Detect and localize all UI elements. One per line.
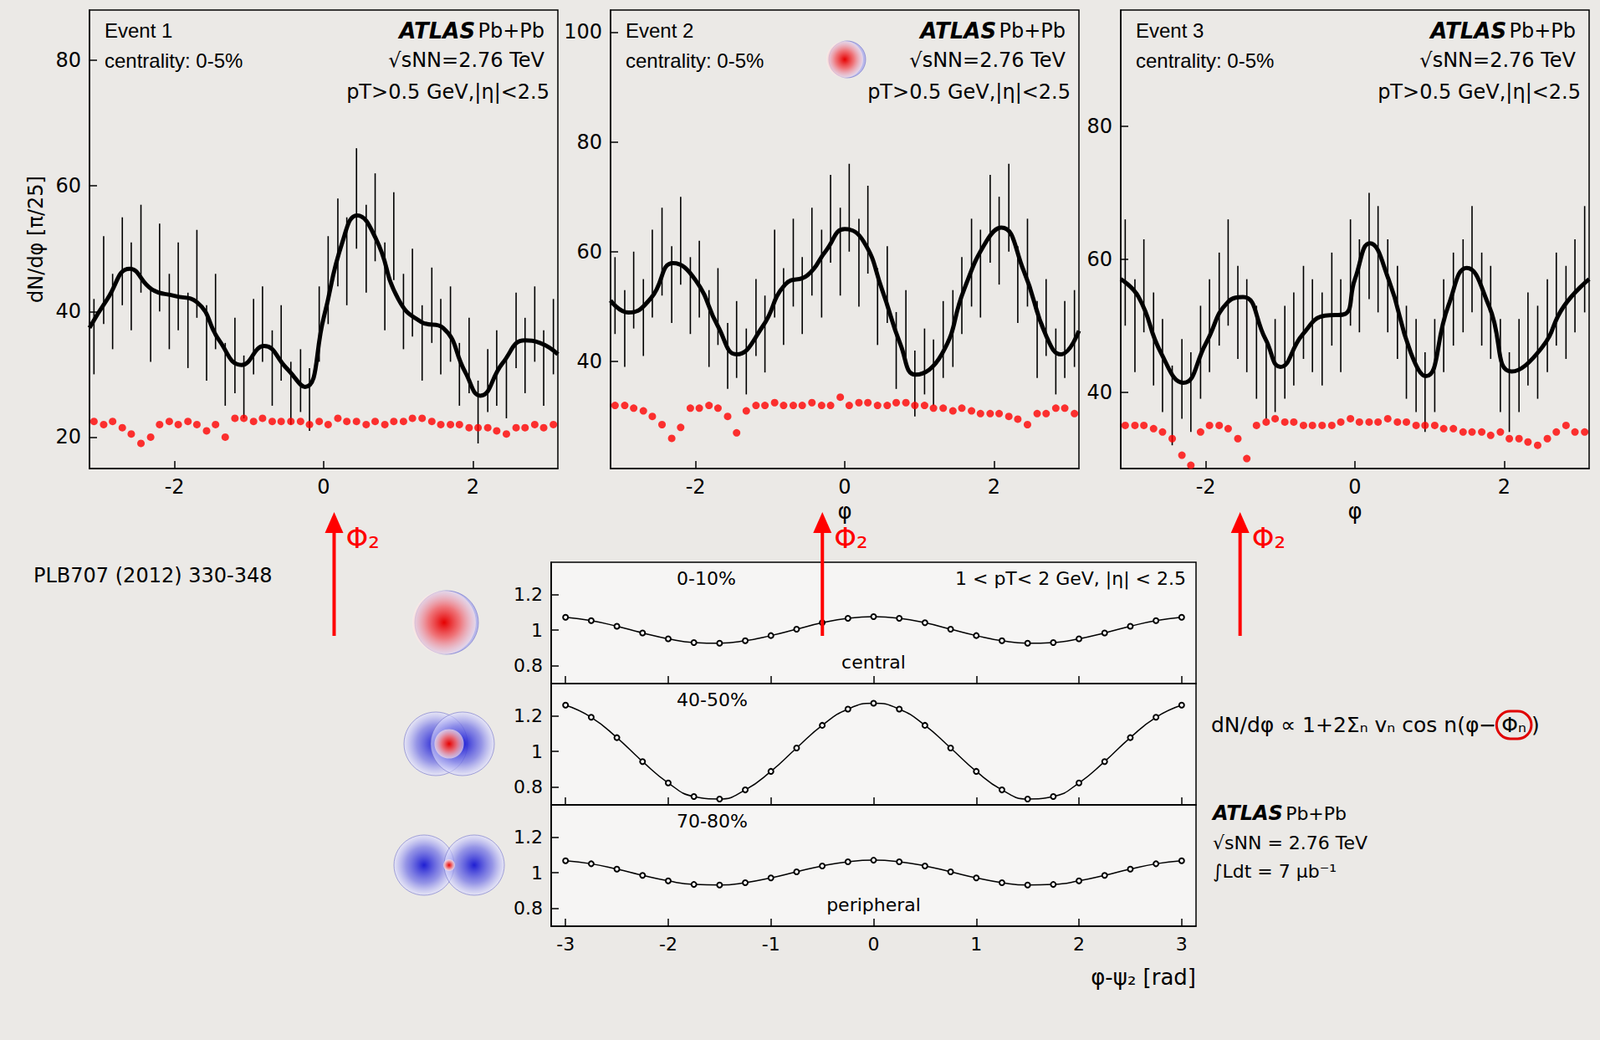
svg-text:√sNN=2.76 TeV: √sNN=2.76 TeV	[909, 48, 1066, 72]
svg-text:1: 1	[531, 619, 543, 641]
svg-text:1: 1	[531, 862, 543, 884]
svg-text:-1: -1	[761, 933, 781, 955]
svg-text:Pb+Pb: Pb+Pb	[1508, 19, 1576, 43]
svg-text:∫Ldt = 7 μb⁻¹: ∫Ldt = 7 μb⁻¹	[1212, 860, 1337, 882]
svg-text:1: 1	[531, 741, 543, 762]
svg-text:-2: -2	[1196, 475, 1217, 499]
svg-text:Φ₂: Φ₂	[1252, 521, 1286, 555]
svg-text:Event 1: Event 1	[104, 19, 173, 42]
svg-text:0: 0	[838, 475, 851, 499]
svg-text:√sNN=2.76 TeV: √sNN=2.76 TeV	[388, 48, 545, 72]
svg-text:2: 2	[1073, 933, 1085, 955]
svg-text:centrality: 0-5%: centrality: 0-5%	[104, 49, 243, 72]
svg-text:-3: -3	[556, 933, 575, 955]
svg-text:1.2: 1.2	[513, 705, 543, 726]
svg-text:φ: φ	[1347, 498, 1362, 524]
svg-text:ATLAS: ATLAS	[1211, 801, 1284, 825]
svg-text:0: 0	[316, 475, 330, 499]
svg-text:60: 60	[576, 240, 603, 264]
svg-text:60: 60	[1086, 247, 1113, 271]
svg-text:1.2: 1.2	[513, 826, 543, 848]
svg-text:PLB707 (2012) 330-348: PLB707 (2012) 330-348	[33, 563, 272, 588]
svg-text:40: 40	[576, 349, 603, 374]
svg-text:80: 80	[1086, 114, 1113, 139]
svg-text:2: 2	[1497, 475, 1511, 499]
svg-text:φ-ψ₂ [rad]: φ-ψ₂ [rad]	[1090, 964, 1197, 990]
svg-text:3: 3	[1175, 933, 1188, 955]
svg-text:40-50%: 40-50%	[676, 689, 748, 711]
svg-text:100: 100	[563, 20, 603, 44]
svg-text:pT>0.5 GeV,|η|<2.5: pT>0.5 GeV,|η|<2.5	[346, 80, 550, 104]
svg-text:√sNN=2.76 TeV: √sNN=2.76 TeV	[1419, 48, 1576, 72]
svg-text:Event 3: Event 3	[1135, 19, 1204, 42]
svg-text:0.8: 0.8	[513, 654, 543, 676]
svg-text:Φₙ: Φₙ	[1501, 712, 1527, 737]
svg-text:0.8: 0.8	[513, 897, 543, 919]
svg-text:80: 80	[55, 48, 82, 72]
svg-text:pT>0.5 GeV,|η|<2.5: pT>0.5 GeV,|η|<2.5	[867, 80, 1071, 104]
svg-text:dN/dφ [π/25]: dN/dφ [π/25]	[24, 175, 48, 303]
svg-text:Event 2: Event 2	[625, 19, 694, 42]
svg-text:): )	[1531, 712, 1540, 737]
svg-text:Φ₂: Φ₂	[833, 521, 868, 555]
svg-text:peripheral: peripheral	[826, 894, 921, 916]
svg-text:1: 1	[970, 933, 982, 955]
svg-text:pT>0.5 GeV,|η|<2.5: pT>0.5 GeV,|η|<2.5	[1377, 80, 1581, 104]
svg-text:ATLAS: ATLAS	[1428, 18, 1507, 44]
svg-text:central: central	[841, 651, 906, 673]
svg-text:1.2: 1.2	[513, 583, 543, 605]
svg-text:ATLAS: ATLAS	[397, 18, 476, 44]
svg-text:dN/dφ ∝ 1+2Σₙ vₙ cos n(φ−: dN/dφ ∝ 1+2Σₙ vₙ cos n(φ−	[1211, 712, 1497, 737]
svg-text:40: 40	[55, 299, 82, 323]
svg-text:2: 2	[466, 475, 480, 499]
svg-text:Pb+Pb: Pb+Pb	[998, 19, 1066, 43]
svg-text:0: 0	[1348, 475, 1361, 499]
svg-text:-2: -2	[659, 933, 678, 955]
svg-text:centrality: 0-5%: centrality: 0-5%	[1135, 49, 1274, 72]
svg-text:2: 2	[987, 475, 1001, 499]
svg-text:70-80%: 70-80%	[676, 810, 748, 832]
svg-text:20: 20	[55, 424, 82, 449]
svg-text:80: 80	[576, 130, 603, 154]
svg-text:60: 60	[55, 173, 82, 198]
svg-text:0.8: 0.8	[513, 776, 543, 798]
svg-text:Pb+Pb: Pb+Pb	[1285, 802, 1347, 824]
svg-text:-2: -2	[164, 475, 185, 499]
svg-text:ATLAS: ATLAS	[918, 18, 997, 44]
svg-text:0-10%: 0-10%	[676, 567, 737, 589]
svg-text:0: 0	[868, 933, 880, 955]
svg-text:Pb+Pb: Pb+Pb	[477, 19, 545, 43]
svg-text:√sNN = 2.76 TeV: √sNN = 2.76 TeV	[1212, 832, 1368, 854]
svg-text:40: 40	[1086, 380, 1113, 404]
svg-text:centrality: 0-5%: centrality: 0-5%	[625, 49, 764, 72]
svg-text:-2: -2	[685, 475, 706, 499]
svg-text:1 < pT< 2 GeV, |η| < 2.5: 1 < pT< 2 GeV, |η| < 2.5	[955, 567, 1186, 590]
svg-text:φ: φ	[837, 498, 852, 524]
svg-text:Φ₂: Φ₂	[345, 521, 379, 555]
